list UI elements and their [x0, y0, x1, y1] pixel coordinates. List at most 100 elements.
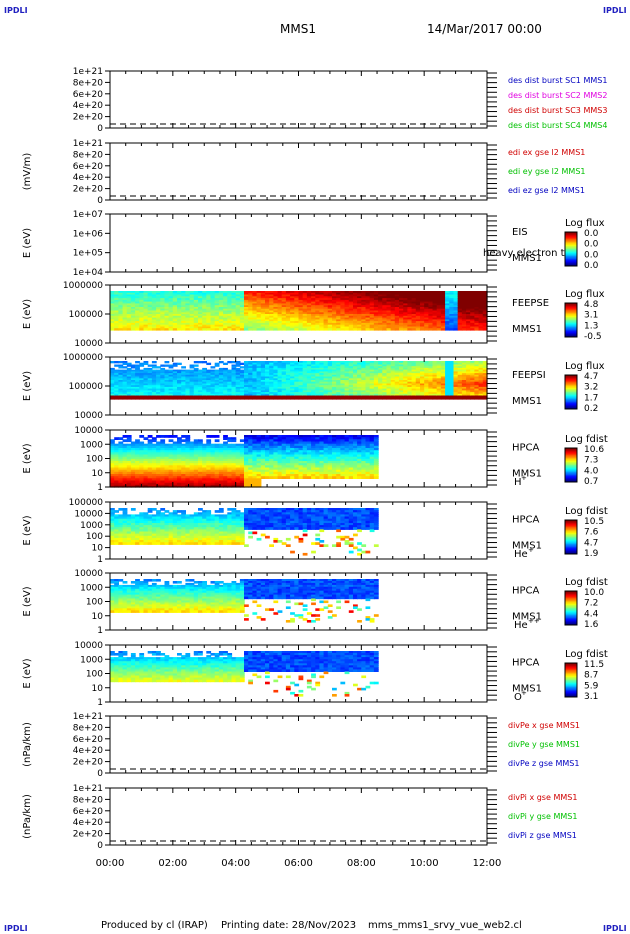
- colorbar-cell: [565, 551, 577, 554]
- colorbar-cell: [565, 521, 577, 524]
- colorbar-cell: [565, 610, 577, 613]
- colorbar-cell: [565, 310, 577, 312]
- legend-entry-divpi: divPi z gse MMS1: [508, 831, 577, 840]
- ytick-label-divpi: 4e+20: [73, 818, 104, 828]
- colorbar-cell: [565, 472, 577, 474]
- colorbar-cell: [565, 667, 577, 670]
- ytick-label-hpca_he2: 10000: [74, 569, 103, 579]
- ytick-label-hpca_he2: 100: [86, 598, 103, 608]
- colorbar-cell: [565, 243, 577, 246]
- ytick-label-hpca_he: 100: [86, 532, 103, 542]
- colorbar-cell: [565, 525, 577, 528]
- colorbar-cell: [565, 263, 577, 266]
- colorbar-tick-hpca_h: 10.6: [584, 445, 604, 455]
- colorbar-title-hpca_he2: Log fdist: [565, 577, 608, 588]
- legend-entry-divpe: divPe z gse MMS1: [508, 759, 579, 768]
- colorbar-cell: [565, 257, 577, 260]
- ytick-label-dist: 8e+20: [73, 78, 104, 88]
- colorbar-cell: [565, 462, 577, 465]
- corner-tag-bottom-left: IPDLI: [4, 924, 28, 933]
- colorbar-cell: [565, 663, 577, 665]
- colorbar-cell: [565, 384, 577, 387]
- ytick-label-edi: 0: [97, 196, 103, 206]
- ylabel-feepse: E (eV): [22, 299, 33, 329]
- colorbar-cell: [565, 545, 577, 548]
- ytick-label-hpca_h: 1000: [80, 440, 103, 450]
- ytick-label-feepse: 10000: [74, 339, 103, 349]
- colorbar-cell: [565, 608, 577, 610]
- legend-entry-edi: edi ey gse l2 MMS1: [508, 167, 586, 176]
- colorbar-tick-eis: 0.0: [584, 250, 599, 260]
- produced-by: Produced by cl (IRAP): [101, 920, 208, 931]
- ytick-label-edi: 1e+21: [73, 139, 103, 149]
- colorbar-frame-hpca_h: [564, 447, 578, 483]
- colorbar-cell: [565, 304, 577, 307]
- colorbar-cell: [565, 534, 577, 537]
- colorbar-cell: [565, 260, 577, 263]
- spacecraft-label-hpca_h: MMS1: [512, 469, 542, 480]
- instrument-label-hpca_o: HPCA: [512, 658, 540, 669]
- spectrogram-hpca_o: [110, 651, 379, 697]
- colorbar-title-feepse: Log flux: [565, 289, 605, 300]
- colorbar-cell: [565, 532, 577, 535]
- colorbar-cell: [565, 397, 577, 400]
- colorbar-cell: [565, 244, 577, 247]
- colorbar-cell: [565, 389, 577, 392]
- colorbar-frame-feepsi: [564, 374, 578, 410]
- panel-frame-divpi: [109, 787, 488, 846]
- ylabel-hpca_o: E (eV): [22, 658, 33, 688]
- spacecraft-label-hpca_he: MMS1: [512, 541, 542, 552]
- xtick-label: 04:00: [221, 858, 250, 869]
- colorbar-cell: [565, 237, 577, 240]
- colorbar-cell: [565, 617, 577, 620]
- instrument-label-hpca_h: HPCA: [512, 443, 540, 454]
- ytick-label-edi: 2e+20: [73, 185, 104, 195]
- colorbar-cell: [565, 465, 577, 467]
- instrument-label-eis: EIS: [512, 227, 528, 238]
- panel-frame-edi: [109, 142, 488, 201]
- colorbar-cell: [565, 692, 577, 695]
- colorbar-cell: [565, 664, 577, 667]
- colorbar-title-eis: Log flux: [565, 218, 605, 229]
- colorbar-cell: [565, 606, 577, 609]
- colorbar-cell: [565, 665, 577, 668]
- ytick-label-hpca_o: 1000: [80, 655, 103, 665]
- colorbar-cell: [565, 548, 577, 551]
- xtick-label: 12:00: [473, 858, 502, 869]
- colorbar-cell: [565, 460, 577, 463]
- colorbar-cell: [565, 591, 577, 593]
- species-label-hpca_h: H: [514, 477, 522, 488]
- colorbar-cell: [565, 671, 577, 674]
- legend-entry-divpe: divPe y gse MMS1: [508, 740, 580, 749]
- instrument-label-hpca_he: HPCA: [512, 515, 540, 526]
- ytick-label-hpca_h: 100: [86, 455, 103, 465]
- colorbar-cell: [565, 527, 577, 529]
- colorbar-cell: [565, 609, 577, 612]
- ylabel-edi: (mV/m): [22, 153, 33, 191]
- ytick-label-eis: 1e+06: [73, 229, 104, 239]
- colorbar-cell: [565, 615, 577, 617]
- colorbar-title-hpca_h: Log fdist: [565, 434, 608, 445]
- ytick-label-hpca_o: 1: [97, 698, 103, 708]
- colorbar-cell: [565, 261, 577, 264]
- spacecraft-label-hpca_o: MMS1: [512, 684, 542, 695]
- overlay-label-eis: heavy electron tof: [483, 248, 575, 259]
- colorbar-cell: [565, 598, 577, 600]
- species-label-hpca_o: O: [514, 692, 522, 703]
- colorbar-tick-hpca_he: 10.5: [584, 517, 604, 527]
- colorbar-cell: [565, 469, 577, 472]
- spectrogram-hpca_h: [110, 435, 379, 488]
- colorbar-tick-hpca_o: 3.1: [584, 692, 598, 702]
- ylabel-divpi: (nPa/km): [22, 794, 33, 839]
- colorbar-tick-feepsi: 0.2: [584, 404, 598, 414]
- colorbar-tick-eis: 0.0: [584, 240, 599, 250]
- colorbar-tick-feepsi: 1.7: [584, 393, 598, 403]
- spacecraft-label-eis: MMS1: [512, 253, 542, 264]
- colorbar-cell: [565, 239, 577, 241]
- colorbar-cell: [565, 312, 577, 315]
- ytick-label-feepse: 100000: [69, 310, 104, 320]
- colorbar-cell: [565, 233, 577, 236]
- colorbar-cell: [565, 317, 577, 320]
- ylabel-feepsi: E (eV): [22, 371, 33, 401]
